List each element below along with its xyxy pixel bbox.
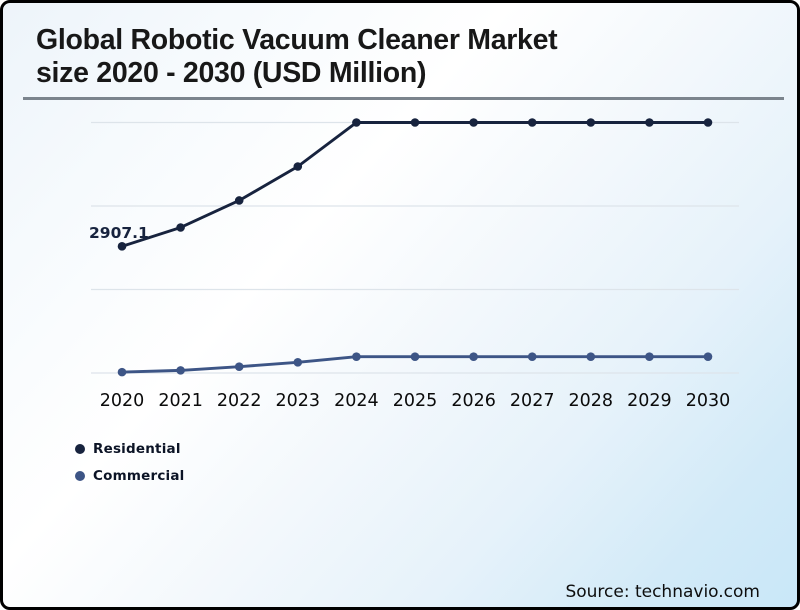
x-axis-label: 2023 — [276, 391, 321, 411]
commercial-point — [117, 367, 127, 377]
title-divider — [23, 97, 784, 100]
residential-point — [586, 118, 596, 127]
legend-label-commercial: Commercial — [93, 468, 185, 484]
x-axis-label: 2030 — [686, 391, 731, 411]
commercial-point — [703, 352, 713, 361]
x-axis-label: 2025 — [393, 391, 438, 411]
title-line-1: Global Robotic Vacuum Cleaner Market — [36, 24, 558, 56]
x-axis-label: 2028 — [569, 391, 614, 411]
residential-line — [121, 121, 708, 248]
residential-point — [176, 223, 185, 232]
residential-legend-dot-icon — [75, 444, 85, 454]
residential-point — [469, 118, 478, 127]
x-axis-label: 2024 — [334, 391, 379, 411]
commercial-point — [352, 352, 361, 361]
commercial-point — [645, 352, 654, 361]
source-credit: Source: technavio.com — [565, 582, 760, 602]
x-axis-label: 2020 — [100, 391, 145, 411]
x-axis-label: 2021 — [158, 391, 203, 411]
chart-area: 2907.1 2020 2021 2022 2023 2024 2025 2026 2027 20… — [89, 118, 739, 411]
residential-point — [293, 162, 303, 171]
residential-point — [117, 242, 127, 251]
first-point-label: 2907.1 — [89, 224, 149, 242]
title-line-2: size 2020 - 2030 (USD Million) — [36, 57, 427, 89]
x-axis-label: 2029 — [627, 391, 672, 411]
legend-item-commercial: Commercial — [75, 468, 185, 484]
residential-point — [352, 118, 361, 127]
x-axis-label: 2026 — [451, 391, 496, 411]
legend-label-residential: Residential — [93, 441, 181, 457]
residential-point — [703, 118, 713, 127]
residential-point — [645, 118, 654, 127]
x-axis-label: 2027 — [510, 391, 555, 411]
commercial-point — [586, 352, 596, 361]
x-axis-label: 2022 — [217, 391, 262, 411]
page-title: Global Robotic Vacuum Cleaner Market siz… — [36, 24, 558, 90]
commercial-point — [176, 366, 185, 375]
residential-point — [527, 118, 537, 127]
commercial-point — [234, 362, 244, 371]
residential-point — [234, 196, 244, 205]
commercial-legend-dot-icon — [75, 471, 85, 481]
legend: Residential Commercial — [75, 441, 185, 495]
legend-item-residential: Residential — [75, 441, 185, 457]
commercial-point — [410, 352, 420, 361]
commercial-point — [293, 358, 303, 367]
residential-point — [410, 118, 420, 127]
commercial-point — [469, 352, 478, 361]
commercial-point — [527, 352, 537, 361]
